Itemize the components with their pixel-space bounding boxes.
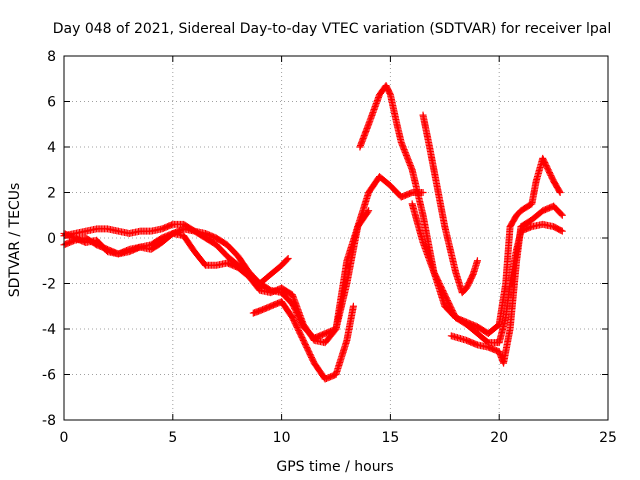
data-point <box>473 257 481 265</box>
x-tick-label: 25 <box>599 430 617 446</box>
y-tick-label: 6 <box>47 95 56 111</box>
data-point <box>284 254 292 262</box>
data-marks <box>60 82 566 383</box>
y-tick-label: -8 <box>42 413 56 429</box>
data-point <box>364 208 372 216</box>
x-tick-label: 0 <box>60 430 69 446</box>
y-tick-label: 0 <box>47 231 56 247</box>
series-track-7 <box>408 200 566 347</box>
series-track-5 <box>356 82 564 338</box>
x-tick-label: 15 <box>381 430 399 446</box>
data-point <box>558 227 566 235</box>
data-point <box>557 210 565 218</box>
data-point <box>349 302 357 310</box>
y-tick-label: -6 <box>42 368 56 384</box>
axis-ticks: 0 5 10 15 20 25 -8 -6 -4 -2 0 2 4 6 8 <box>42 49 617 446</box>
y-tick-label: 2 <box>47 186 56 202</box>
plot-frame <box>63 55 609 421</box>
x-tick-label: 5 <box>168 430 177 446</box>
data-point <box>557 227 565 235</box>
x-tick-label: 20 <box>490 430 508 446</box>
data-point <box>558 211 566 219</box>
chart-title: Day 048 of 2021, Sidereal Day-to-day VTE… <box>53 21 611 37</box>
y-axis-label: SDTVAR / TECUs <box>7 183 23 298</box>
series-track-3 <box>60 207 373 342</box>
series-track-6 <box>419 111 481 297</box>
data-point <box>283 256 291 264</box>
y-tick-label: -2 <box>42 277 56 293</box>
data-point <box>365 207 373 215</box>
series-track-8 <box>447 202 566 367</box>
x-tick-label: 10 <box>273 430 291 446</box>
y-tick-label: 4 <box>47 140 56 156</box>
x-axis-label: GPS time / hours <box>276 459 393 475</box>
y-tick-label: -4 <box>42 322 56 338</box>
data-point <box>556 189 564 196</box>
series-track-4 <box>249 298 357 383</box>
data-point <box>555 187 563 195</box>
y-tick-label: 8 <box>47 49 56 65</box>
